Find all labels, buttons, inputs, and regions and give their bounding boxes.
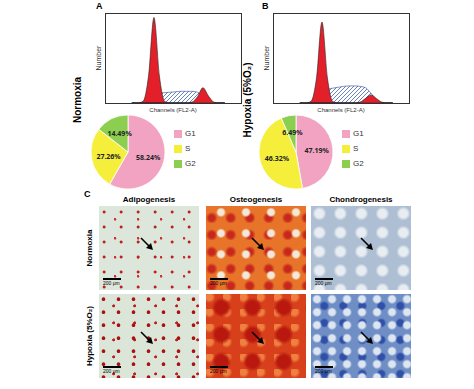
html-text:G1: G1 <box>185 129 196 138</box>
html-text:S: S <box>185 144 191 153</box>
html-text:Chondrogenesis: Chondrogenesis <box>329 195 393 204</box>
html-text:200 μm: 200 μm <box>210 280 227 286</box>
html-text:B: B <box>262 1 269 11</box>
html-text:S: S <box>353 144 359 153</box>
html-text:Normoxia: Normoxia <box>72 76 83 124</box>
svg-text:14.49%: 14.49% <box>107 129 132 138</box>
html-text:200 μm: 200 μm <box>103 280 120 286</box>
html-text:Hypoxia (5%O₂): Hypoxia (5%O₂) <box>242 62 253 138</box>
html-text:Hypoxia (5%O₂): Hypoxia (5%O₂) <box>85 306 94 366</box>
html-text:Channels (FL2-A): Channels (FL2-A) <box>149 107 197 113</box>
svg-text:27.26%: 27.26% <box>96 152 121 161</box>
html-text:200 μm: 200 μm <box>210 368 227 374</box>
svg-text:47.19%: 47.19% <box>305 146 330 155</box>
html-text:Normoxia: Normoxia <box>85 229 94 267</box>
html-text:Adipogenesis: Adipogenesis <box>122 195 176 204</box>
html-text:Osteogenesis: Osteogenesis <box>229 195 283 204</box>
html-text:Number: Number <box>94 45 102 71</box>
html-text:200 μm: 200 μm <box>315 280 332 286</box>
svg-text:58.24%: 58.24% <box>136 153 161 162</box>
html-text:G2: G2 <box>353 159 364 168</box>
svg-text:46.32%: 46.32% <box>265 154 290 163</box>
html-text:G2: G2 <box>185 159 196 168</box>
svg-text:6.49%: 6.49% <box>282 128 303 137</box>
html-text:A: A <box>96 1 103 11</box>
html-text:C: C <box>84 189 91 199</box>
html-text:200 μm: 200 μm <box>103 368 120 374</box>
html-text:200 μm: 200 μm <box>315 368 332 374</box>
html-text:G1: G1 <box>353 129 364 138</box>
html-text:Channels (FL2-A): Channels (FL2-A) <box>317 107 365 113</box>
html-text:Number: Number <box>262 45 270 71</box>
